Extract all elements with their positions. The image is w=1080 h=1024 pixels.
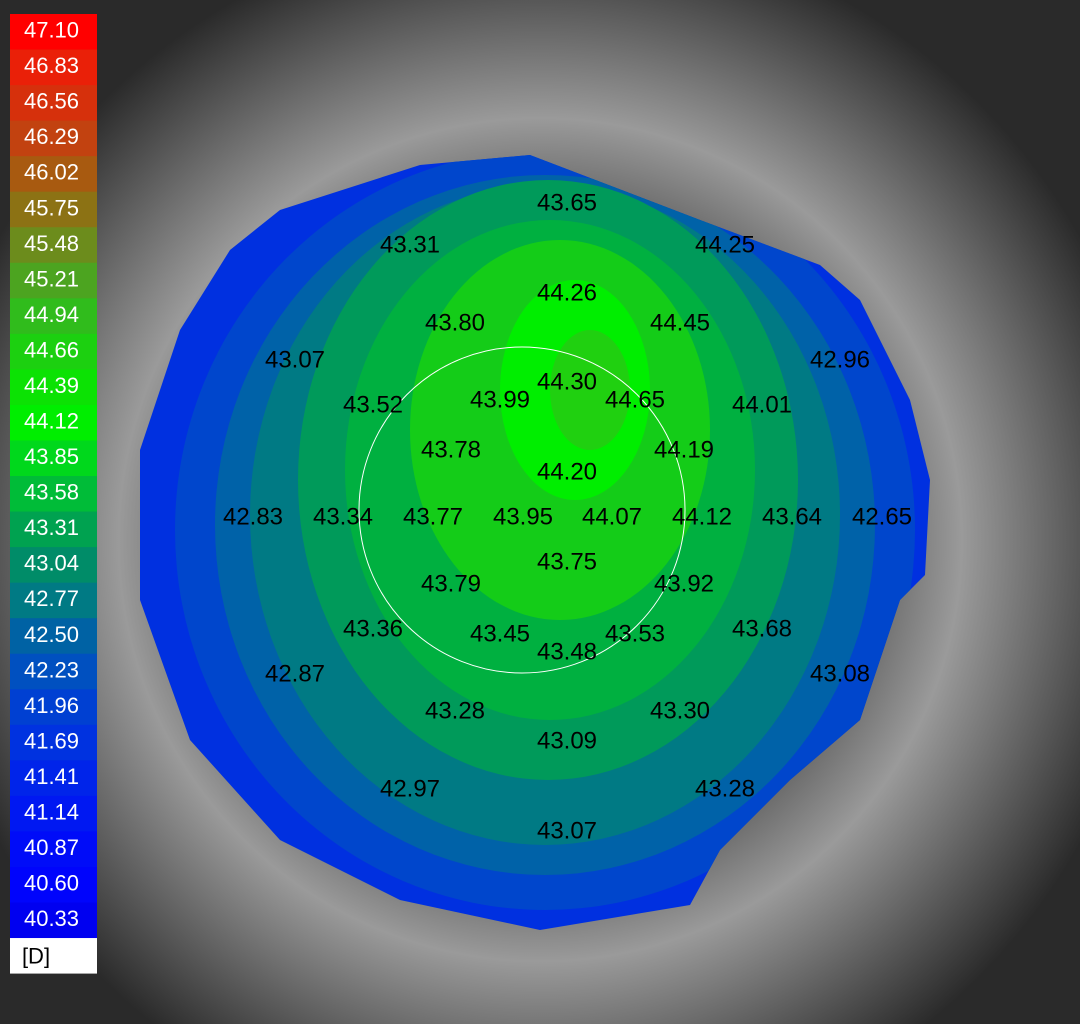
- legend-label: 45.48: [24, 231, 79, 256]
- pupil-circle: [358, 346, 686, 674]
- value-label: 44.30: [537, 368, 597, 395]
- legend-swatch: [10, 333, 97, 370]
- topography-map: [140, 155, 930, 930]
- legend-label: 44.12: [24, 409, 79, 434]
- value-label: 43.64: [762, 503, 822, 530]
- legend-label: 41.14: [24, 799, 79, 824]
- value-label: 43.28: [695, 775, 755, 802]
- legend-swatch: [10, 902, 97, 939]
- value-label: 42.96: [810, 346, 870, 373]
- legend-swatch: [10, 120, 97, 157]
- value-label: 44.45: [650, 309, 710, 336]
- legend-swatch: [10, 831, 97, 868]
- value-label: 42.87: [265, 660, 325, 687]
- legend-swatch: [10, 618, 97, 655]
- legend-label: 44.94: [24, 302, 79, 327]
- value-label: 43.30: [650, 697, 710, 724]
- value-label: 43.31: [380, 231, 440, 258]
- legend-swatch: [10, 191, 97, 228]
- legend-swatch: [10, 724, 97, 761]
- value-label: 44.25: [695, 231, 755, 258]
- legend-swatch: [10, 85, 97, 122]
- legend-swatch: [10, 14, 97, 51]
- legend-label: 40.33: [24, 906, 79, 931]
- legend-label: 41.69: [24, 728, 79, 753]
- legend-swatch: [10, 49, 97, 86]
- legend-swatch: [10, 511, 97, 548]
- value-label: 43.36: [343, 615, 403, 642]
- value-label: 43.75: [537, 548, 597, 575]
- legend-swatch: [10, 582, 97, 619]
- value-label: 43.07: [537, 817, 597, 844]
- value-label: 44.26: [537, 279, 597, 306]
- legend-label: 42.23: [24, 657, 79, 682]
- legend-label: 44.66: [24, 337, 79, 362]
- value-label: 44.65: [605, 386, 665, 413]
- legend-label: 42.50: [24, 622, 79, 647]
- value-label: 43.68: [732, 615, 792, 642]
- legend-swatch: [10, 866, 97, 903]
- legend-label: 47.10: [24, 18, 79, 43]
- legend-swatch: [10, 227, 97, 264]
- legend-swatch: [10, 262, 97, 299]
- legend-swatch: [10, 653, 97, 690]
- legend-label: 46.29: [24, 124, 79, 149]
- legend-label: 46.56: [24, 89, 79, 114]
- legend-swatch: [10, 404, 97, 441]
- value-label: 43.48: [537, 638, 597, 665]
- legend-label: 42.77: [24, 586, 79, 611]
- unit-box: [10, 938, 97, 974]
- value-label: 43.08: [810, 660, 870, 687]
- legend-label: 45.75: [24, 195, 79, 220]
- legend-swatch: [10, 795, 97, 832]
- color-legend: 47.10 46.83 46.56 46.29 46.02 45.75 45.48 45.21…: [10, 14, 97, 974]
- value-label: 43.45: [470, 620, 530, 647]
- legend-label: 40.60: [24, 871, 79, 896]
- legend-label: 43.58: [24, 480, 79, 505]
- legend-swatch: [10, 547, 97, 584]
- value-label: 42.65: [852, 503, 912, 530]
- value-label: 43.95: [493, 503, 553, 530]
- value-label: 43.79: [421, 570, 481, 597]
- legend-label: 41.41: [24, 764, 79, 789]
- legend-label: 43.85: [24, 444, 79, 469]
- value-label: 42.97: [380, 775, 440, 802]
- legend-label: 40.87: [24, 835, 79, 860]
- value-label: 44.19: [654, 436, 714, 463]
- value-labels: 43.65 43.31 44.25 44.26 43.80 44.45 43.07 42.96…: [223, 189, 912, 844]
- legend-swatch: [10, 369, 97, 406]
- value-label: 43.78: [421, 436, 481, 463]
- value-label: 42.83: [223, 503, 283, 530]
- value-label: 44.01: [732, 391, 792, 418]
- legend-label: 43.04: [24, 551, 79, 576]
- legend-swatch: [10, 689, 97, 726]
- value-label: 43.09: [537, 727, 597, 754]
- value-label: 43.52: [343, 391, 403, 418]
- value-label: 43.28: [425, 697, 485, 724]
- value-label: 44.12: [672, 503, 732, 530]
- legend-swatch: [10, 298, 97, 335]
- value-label: 43.77: [403, 503, 463, 530]
- value-label: 43.65: [537, 189, 597, 216]
- legend-swatch: [10, 440, 97, 477]
- value-label: 43.92: [654, 570, 714, 597]
- value-label: 43.34: [313, 503, 373, 530]
- legend-label: 46.83: [24, 53, 79, 78]
- legend-label: 44.39: [24, 373, 79, 398]
- unit-label: [D]: [22, 944, 50, 969]
- legend-swatch: [10, 760, 97, 797]
- value-label: 43.53: [605, 620, 665, 647]
- legend-label: 41.96: [24, 693, 79, 718]
- legend-label: 45.21: [24, 266, 79, 291]
- legend-swatch: [10, 156, 97, 193]
- legend-swatch: [10, 476, 97, 513]
- legend-label: 43.31: [24, 515, 79, 540]
- value-label: 44.07: [582, 503, 642, 530]
- value-label: 43.99: [470, 386, 530, 413]
- value-label: 43.07: [265, 346, 325, 373]
- legend-label: 46.02: [24, 160, 79, 185]
- value-label: 43.80: [425, 309, 485, 336]
- value-label: 44.20: [537, 458, 597, 485]
